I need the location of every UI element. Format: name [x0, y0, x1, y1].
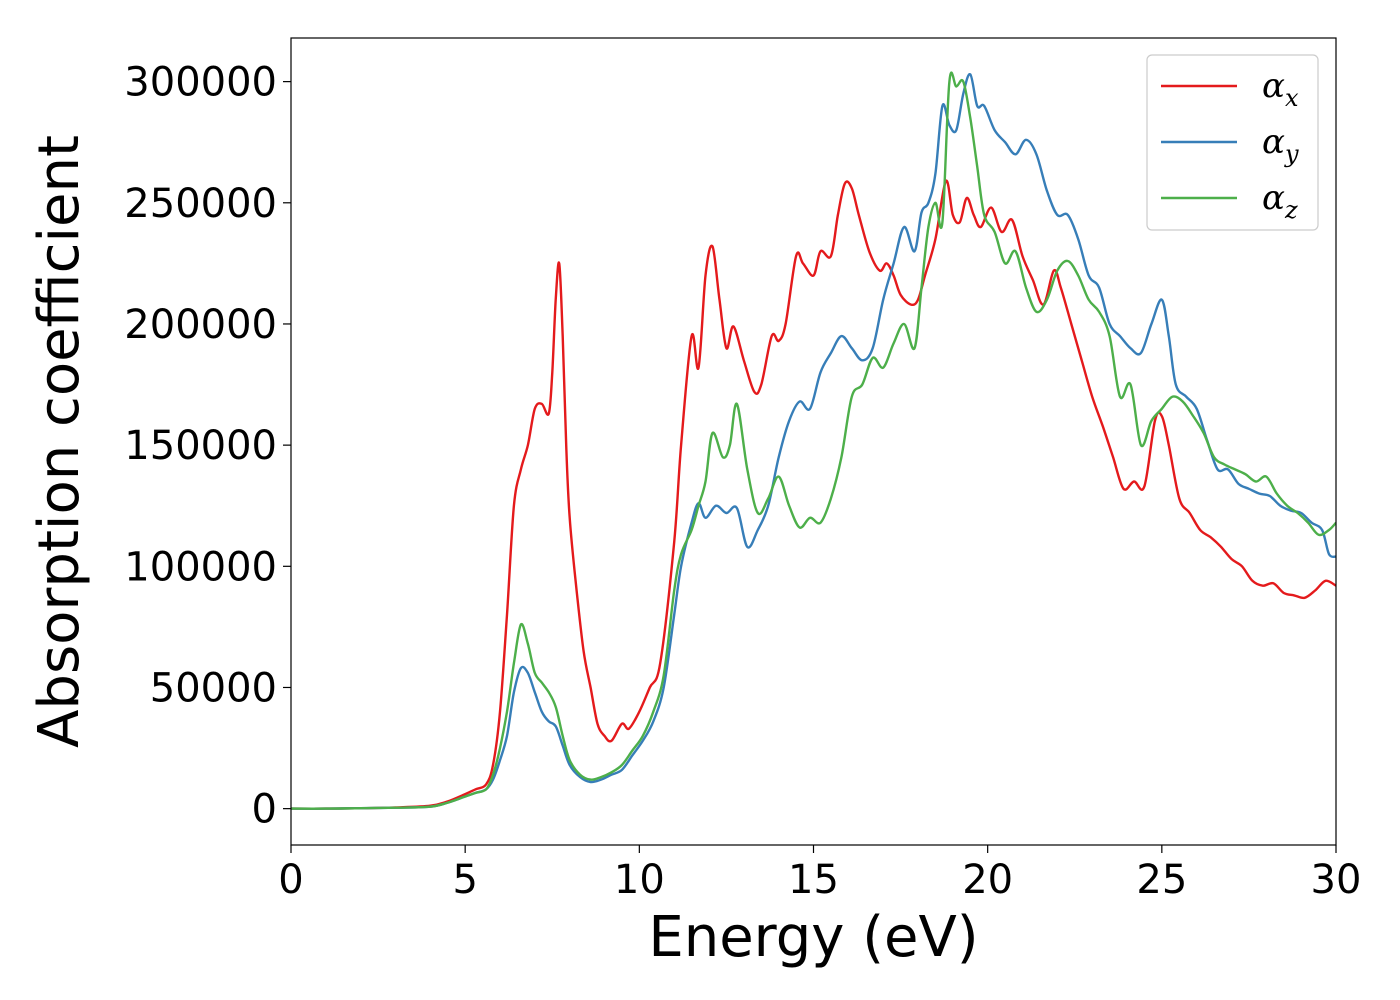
plot-series: [291, 71, 1336, 810]
y-tick-label: 250000: [124, 181, 277, 227]
series-line-x: [291, 179, 1336, 810]
x-axis: 0 5 10 15 20 25 30: [278, 845, 1361, 903]
legend-entry-subscript: y: [1284, 140, 1299, 168]
x-tick-label: 25: [1136, 857, 1187, 903]
x-tick-label: 15: [788, 857, 839, 903]
y-tick-label: 300000: [124, 60, 277, 106]
x-tick-label: 0: [278, 857, 303, 903]
legend-entry: αz: [1262, 178, 1298, 224]
legend-entry: αy: [1262, 122, 1299, 168]
y-tick-label: 200000: [124, 302, 277, 348]
x-axis-label: Energy (eV): [648, 905, 978, 970]
y-tick-label: 150000: [124, 423, 277, 469]
legend-entry-subscript: x: [1285, 84, 1299, 112]
x-tick-label: 30: [1311, 857, 1362, 903]
x-tick-label: 10: [614, 857, 665, 903]
legend-entry-name: α: [1262, 178, 1285, 218]
series-line-z: [291, 71, 1336, 810]
y-axis-label: Absorption coefficient: [27, 135, 92, 748]
legend-entry-subscript: z: [1284, 196, 1298, 224]
legend-entry: αx: [1262, 66, 1299, 112]
x-tick-label: 5: [452, 857, 477, 903]
y-tick-label: 100000: [124, 544, 277, 590]
series-line-y: [291, 73, 1336, 810]
legend-entry-name: α: [1262, 66, 1285, 106]
y-axis: 0 50000 100000 150000 200000 250000 300000: [124, 60, 291, 833]
y-tick-label: 50000: [150, 665, 277, 711]
x-tick-label: 20: [962, 857, 1013, 903]
y-tick-label: 0: [252, 787, 277, 833]
legend-entry-name: α: [1262, 122, 1285, 162]
